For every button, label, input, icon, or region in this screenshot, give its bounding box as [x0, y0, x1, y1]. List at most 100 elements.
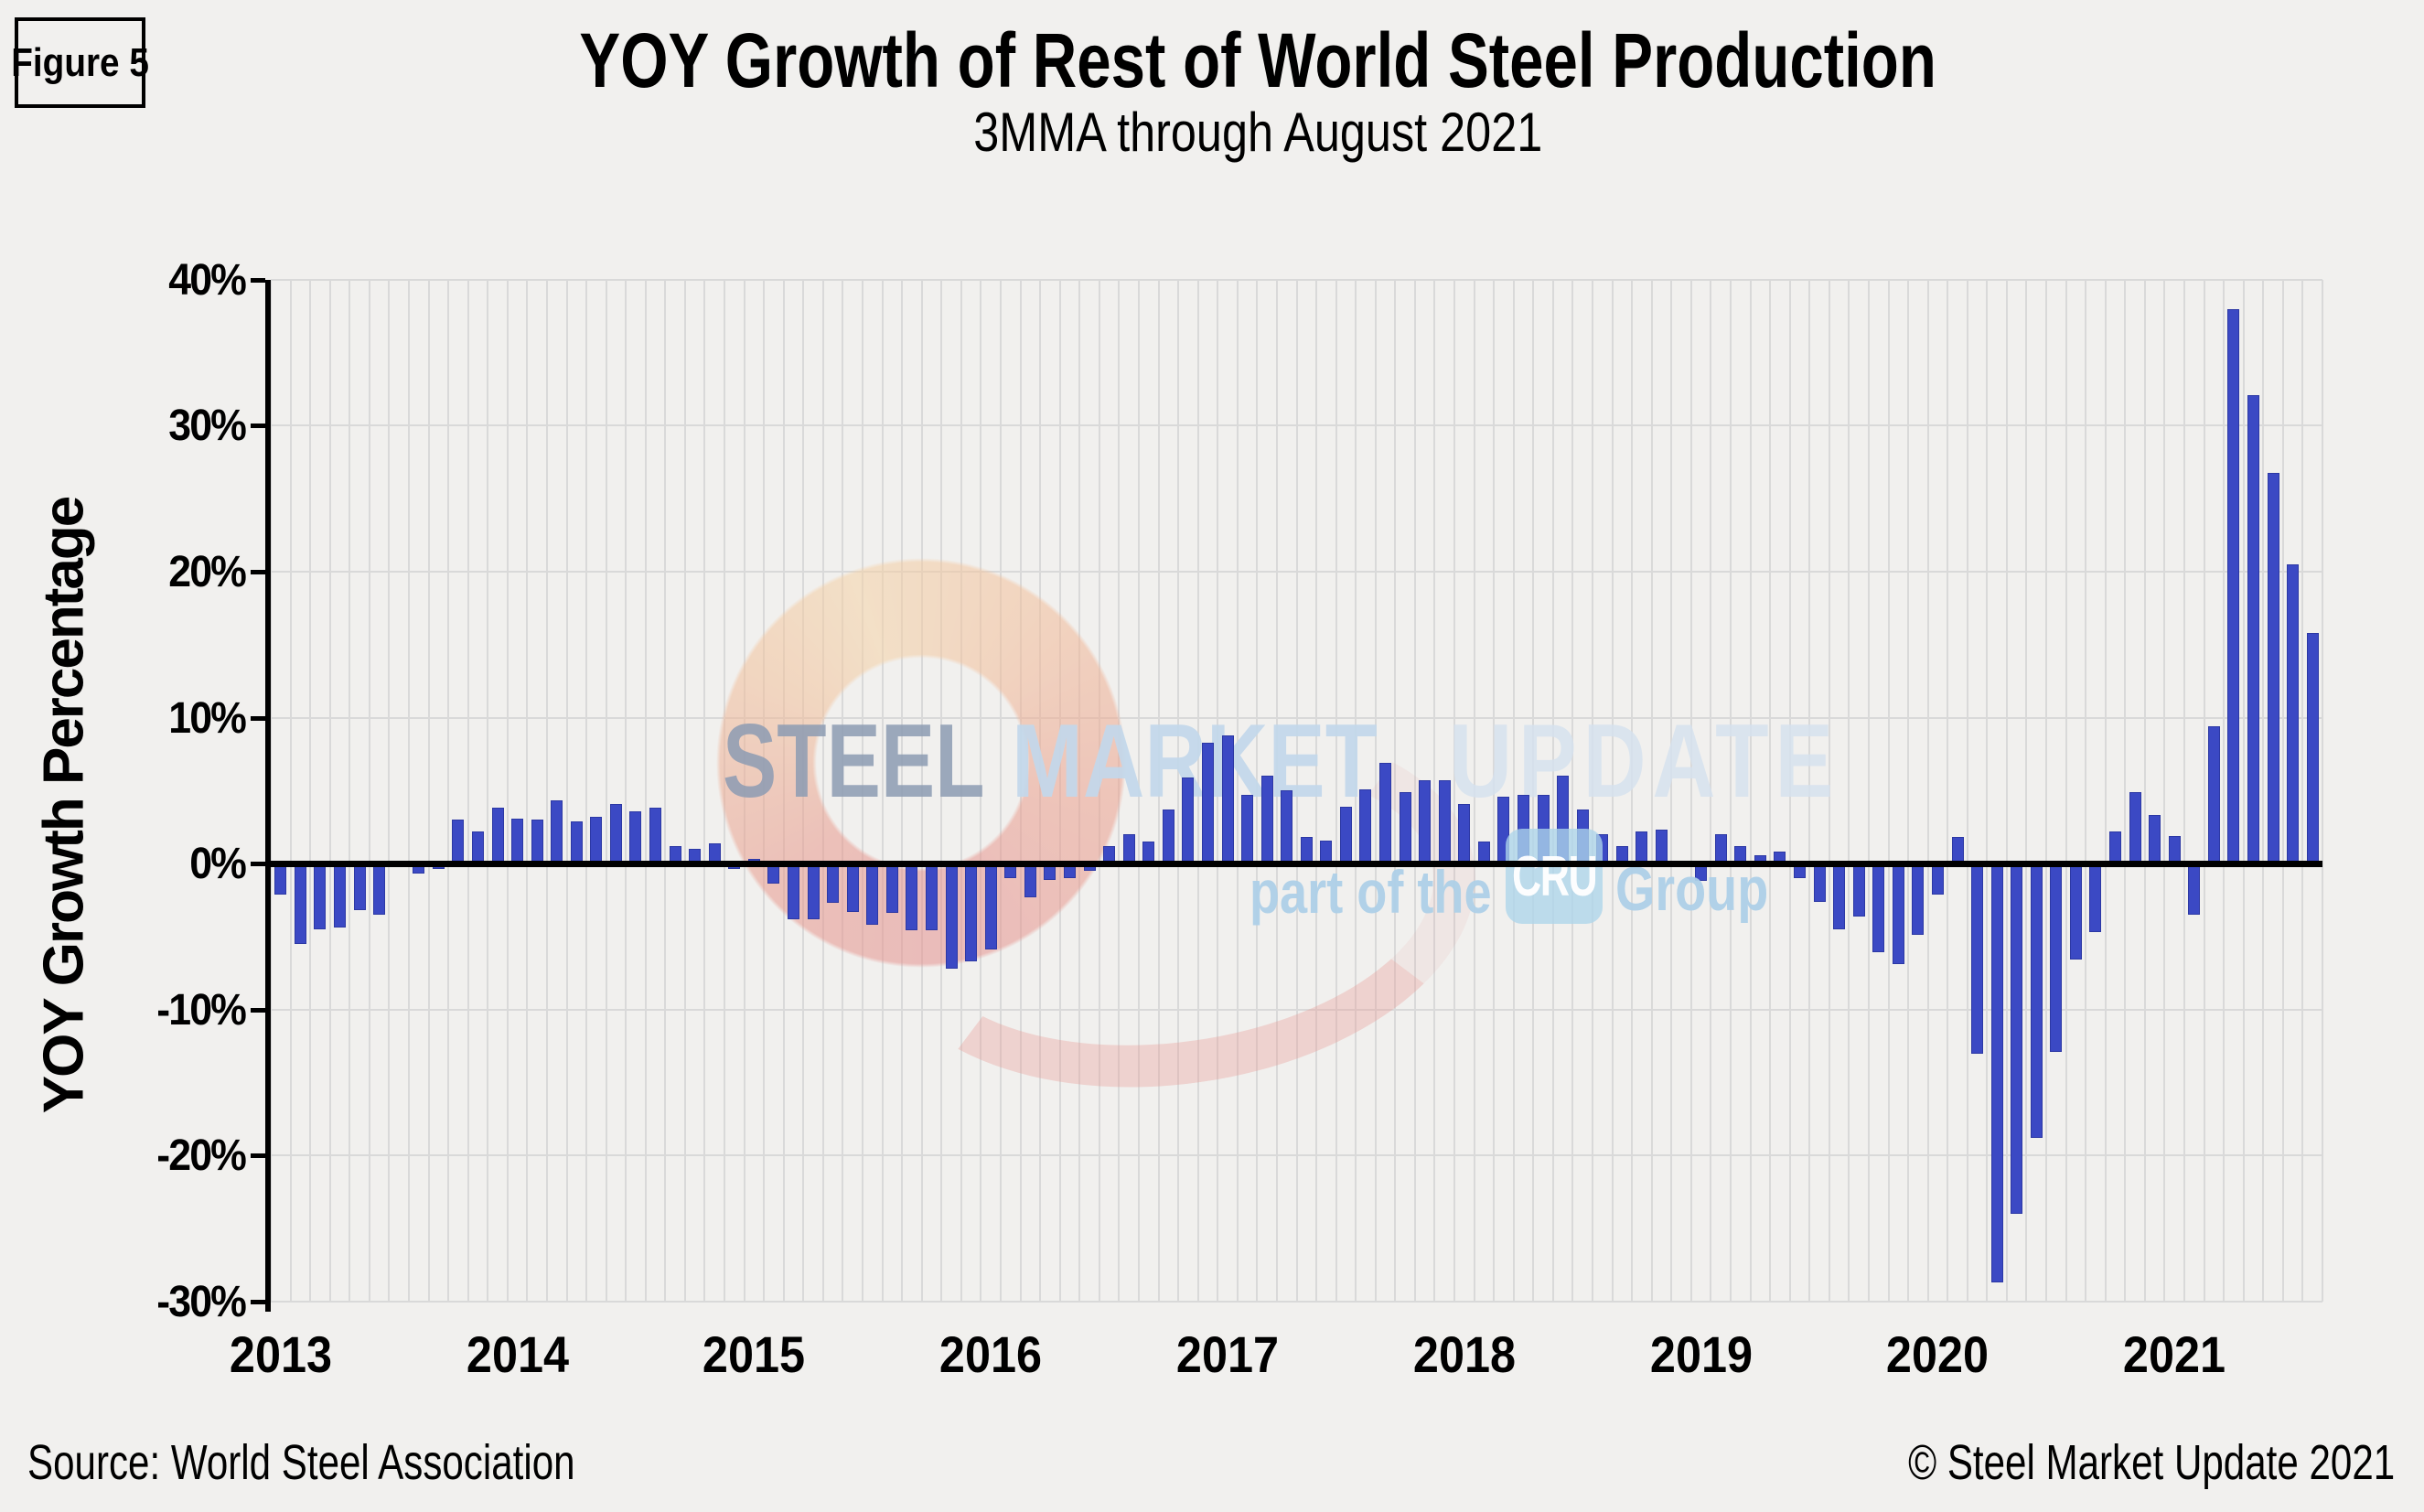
bar-2021-Jul	[2287, 564, 2300, 864]
month-gridline	[1689, 280, 1692, 1302]
month-gridline	[2025, 280, 2028, 1302]
bar-2014-May	[590, 817, 603, 864]
month-gridline	[1177, 280, 1180, 1302]
x-year-label-2021: 2021	[2123, 1325, 2226, 1383]
bar-2017-Dec	[1438, 780, 1451, 864]
bar-2016-Mar	[1024, 863, 1036, 897]
y-tick-mark	[251, 570, 265, 574]
bar-2020-Nov	[2129, 791, 2141, 864]
bar-2016-Oct	[1162, 810, 1174, 864]
bar-2013-Nov	[471, 831, 484, 864]
month-gridline	[427, 280, 430, 1302]
month-gridline	[506, 280, 509, 1302]
bar-2019-Dec	[1912, 863, 1925, 936]
month-gridline	[1966, 280, 1968, 1302]
month-gridline	[1631, 280, 1634, 1302]
bar-2016-Dec	[1201, 742, 1214, 864]
month-gridline	[1788, 280, 1791, 1302]
month-gridline	[1315, 280, 1318, 1302]
month-gridline	[2065, 280, 2067, 1302]
month-gridline	[1118, 280, 1121, 1302]
bar-2015-Aug	[885, 863, 898, 914]
figure-label-box: Figure 5	[11, 17, 149, 108]
month-gridline	[743, 280, 745, 1302]
month-gridline	[821, 280, 824, 1302]
y-tick-label-30%: 30%	[168, 402, 247, 451]
bar-2015-Dec	[965, 863, 978, 961]
month-gridline	[1828, 280, 1830, 1302]
bar-2020-Aug	[2069, 863, 2082, 960]
month-gridline	[487, 280, 489, 1302]
month-gridline	[1256, 280, 1259, 1302]
y-tick-label-20%: 20%	[168, 548, 247, 596]
bar-2017-Jul	[1339, 806, 1352, 864]
month-gridline	[1078, 280, 1081, 1302]
bar-2015-Jul	[866, 863, 879, 926]
pct-gridline-40%	[271, 278, 2322, 281]
month-gridline	[407, 280, 410, 1302]
month-gridline	[1394, 280, 1397, 1302]
chart-subtitle: 3MMA through August 2021	[972, 102, 1543, 163]
bar-2018-Oct	[1636, 831, 1648, 864]
month-gridline	[703, 280, 706, 1302]
month-gridline	[1157, 280, 1160, 1302]
x-year-label-2017: 2017	[1175, 1325, 1280, 1383]
bar-2019-Sep	[1852, 863, 1865, 917]
pct-gridline-10%	[271, 716, 2322, 719]
y-tick-label-10%: 10%	[168, 693, 247, 743]
y-tick-mark	[251, 862, 265, 867]
bar-2021-Jan	[2168, 835, 2181, 864]
bar-2021-Mar	[2207, 726, 2220, 864]
y-tick-mark	[251, 1007, 265, 1013]
pct-gridline--20%	[271, 1154, 2322, 1157]
month-gridline	[644, 280, 647, 1302]
month-gridline	[1986, 280, 1989, 1302]
month-gridline	[1947, 280, 1949, 1302]
month-gridline	[2143, 280, 2146, 1302]
month-gridline	[1867, 280, 1870, 1302]
bar-2017-May	[1300, 837, 1313, 864]
bar-2015-Sep	[906, 863, 918, 931]
bar-2017-Aug	[1359, 788, 1372, 864]
month-gridline	[565, 280, 568, 1302]
chart-subtitle-row: 3MMA through August 2021	[274, 101, 2241, 164]
month-gridline	[1493, 280, 1496, 1302]
month-gridline	[920, 280, 923, 1302]
month-gridline	[2163, 280, 2166, 1302]
y-axis-spine	[265, 280, 271, 1312]
bar-2018-Nov	[1655, 830, 1668, 864]
bar-2019-Feb	[1714, 834, 1727, 864]
month-gridline	[1887, 280, 1890, 1302]
bar-2020-Mar	[1971, 863, 1984, 1054]
month-gridline	[1374, 280, 1377, 1302]
bar-2021-Feb	[2188, 863, 2201, 915]
bar-2019-Aug	[1833, 863, 1846, 929]
month-gridline	[1611, 280, 1614, 1302]
month-gridline	[683, 280, 686, 1302]
month-gridline	[1413, 280, 1416, 1302]
month-gridline	[1512, 280, 1515, 1302]
pct-gridline--30%	[271, 1300, 2322, 1303]
month-gridline	[1295, 280, 1298, 1302]
bar-2018-Jun	[1557, 776, 1570, 864]
month-gridline	[2223, 280, 2226, 1302]
bar-2018-Aug	[1596, 834, 1609, 864]
x-year-label-2014: 2014	[466, 1325, 569, 1383]
month-gridline	[2242, 280, 2245, 1302]
month-gridline	[1848, 280, 1850, 1302]
bar-2017-Jan	[1221, 735, 1234, 864]
y-tick-mark	[251, 715, 265, 721]
month-gridline	[349, 280, 351, 1302]
bar-2014-Aug	[649, 808, 662, 864]
month-gridline	[1453, 280, 1456, 1302]
bar-2020-Jun	[2030, 863, 2043, 1139]
bar-2020-Dec	[2149, 815, 2161, 864]
month-gridline	[763, 280, 766, 1302]
bar-2021-Jun	[2267, 472, 2279, 864]
month-gridline	[1907, 280, 1910, 1302]
bar-2013-Mar	[314, 863, 327, 929]
bar-2021-Apr	[2227, 308, 2240, 864]
month-gridline	[2085, 280, 2087, 1302]
bar-2013-Oct	[452, 820, 465, 864]
month-gridline	[1532, 280, 1535, 1302]
